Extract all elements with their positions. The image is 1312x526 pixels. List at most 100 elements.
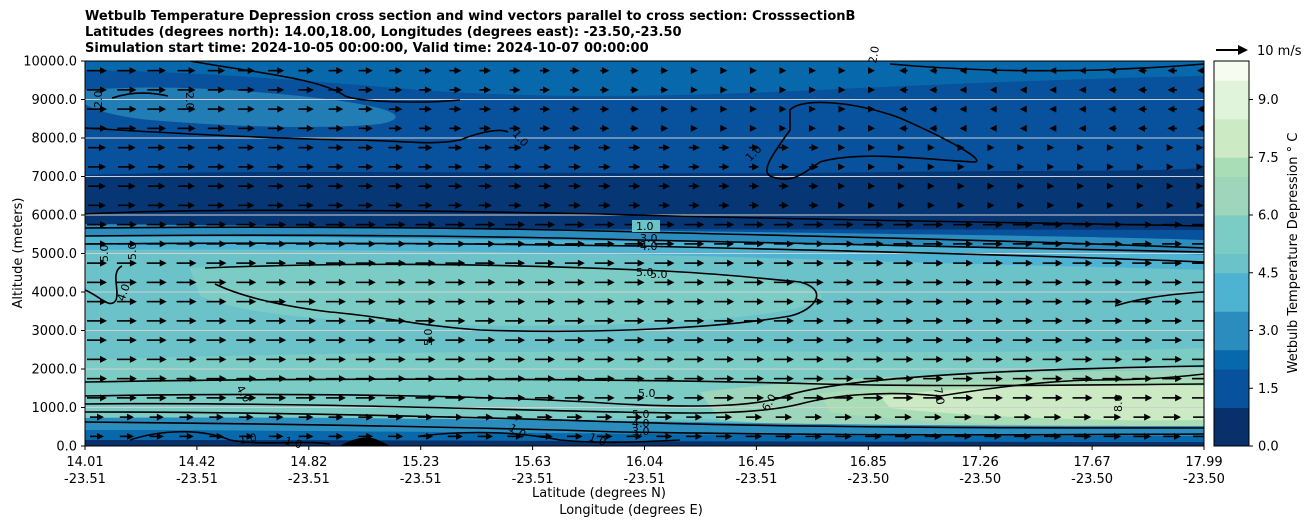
wind-vector-head — [577, 394, 585, 402]
contour-label: 3.0 — [640, 232, 658, 245]
wind-vector-head — [720, 105, 728, 113]
wind-vector-head — [1196, 182, 1204, 190]
wind-vector-head — [964, 413, 972, 421]
wind-vector-head — [514, 163, 522, 171]
wind-vector-head — [995, 375, 1003, 383]
wind-vector-head — [987, 163, 995, 171]
wind-vector-head — [690, 67, 698, 75]
wind-vector-head — [697, 298, 705, 306]
colorbar-segment — [1214, 369, 1249, 389]
wind-vector-head — [838, 201, 846, 209]
gridlines — [85, 99, 1204, 408]
wind-vector-head — [365, 86, 373, 94]
wind-vector-head — [1024, 413, 1032, 421]
wind-vector-head — [838, 67, 846, 75]
x-tick-label-lat: 14.42 — [178, 455, 215, 470]
wind-vector-head — [547, 240, 555, 248]
colorbar-tick-label: 0.0 — [1258, 440, 1279, 455]
wind-vector-head — [966, 240, 974, 248]
wind-vector-head — [246, 413, 254, 421]
wind-vector-head — [904, 432, 912, 440]
x-tick-label-lon: -23.51 — [64, 472, 106, 487]
wind-vector-head — [247, 163, 255, 171]
wind-vector-head — [279, 278, 287, 286]
wind-vector-head — [786, 336, 794, 344]
wind-vector-head — [1055, 394, 1063, 402]
wind-vector-head — [368, 336, 376, 344]
wind-vector-head — [247, 105, 255, 113]
wind-vector-head — [816, 317, 824, 325]
wind-vector-head — [906, 278, 914, 286]
wind-vector-head — [1025, 375, 1033, 383]
terrain — [340, 437, 390, 446]
wind-vector-head — [936, 278, 944, 286]
wind-vector-head — [129, 355, 137, 363]
wind-vector-head — [279, 394, 287, 402]
x-tick-label-lat: 15.23 — [402, 455, 439, 470]
y-tick-label: 3000.0 — [32, 324, 78, 339]
x-axis-label-lat: Latitude (degrees N) — [532, 486, 666, 501]
wind-vector-head — [518, 336, 526, 344]
wind-vector-head — [637, 298, 645, 306]
wind-vector-head — [338, 240, 346, 248]
wind-vector-head — [1166, 163, 1174, 171]
wind-vector-head — [574, 182, 582, 190]
x-tick-label-lat: 16.45 — [738, 455, 775, 470]
wind-vector-head — [100, 375, 107, 383]
wind-vector-head — [816, 298, 824, 306]
x-tick-label-lon: -23.51 — [288, 472, 330, 487]
wind-vector-head — [906, 336, 914, 344]
wind-vector-head — [277, 144, 285, 152]
wind-vector-head — [484, 124, 492, 132]
wind-vector-head — [1175, 394, 1183, 402]
colorbar-segment — [1214, 195, 1249, 216]
wind-vector-head — [1167, 124, 1175, 132]
wind-vector-head — [368, 278, 376, 286]
wind-vector-head — [637, 355, 645, 363]
y-axis: 0.0 1000.0 2000.0 3000.0 4000.0 5000.0 6000.0 7… — [23, 55, 85, 455]
wind-vector-head — [574, 201, 582, 209]
wind-vector-head — [635, 413, 643, 421]
wind-vector-head — [781, 144, 789, 152]
wind-vector-head — [1115, 355, 1123, 363]
wind-vector-head — [514, 144, 522, 152]
wind-vector-head — [398, 336, 406, 344]
wind-vector-head — [338, 259, 346, 267]
wind-vector-head — [633, 182, 641, 190]
wind-vector-head — [637, 317, 645, 325]
wind-vector-head — [1136, 182, 1144, 190]
wind-vector-head — [987, 144, 995, 152]
wind-vector-head — [1055, 375, 1063, 383]
wind-vector-head — [484, 105, 492, 113]
wind-vector-head — [752, 201, 760, 209]
chart-title-line-2: Latitudes (degrees north): 14.00,18.00, … — [85, 25, 682, 40]
wind-vector-head — [366, 432, 374, 440]
wind-vector-head — [309, 240, 317, 248]
wind-vector-head — [547, 336, 555, 344]
wind-vector-head — [899, 67, 907, 75]
wind-vector-head — [1025, 221, 1033, 229]
wind-vector-head — [247, 182, 255, 190]
wind-vector-head — [219, 394, 227, 402]
wind-vector-head — [1077, 201, 1085, 209]
wind-vector-head — [1017, 144, 1025, 152]
wind-vector-head — [785, 413, 793, 421]
wind-vector-head — [779, 124, 787, 132]
wind-vector-head — [1025, 317, 1033, 325]
wind-vector-head — [966, 317, 974, 325]
wind-vector-head — [368, 221, 376, 229]
wind-vector-head — [100, 278, 107, 286]
wind-vector-head — [488, 394, 496, 402]
wind-vector-head — [279, 259, 287, 267]
wind-vector-head — [1115, 221, 1123, 229]
wind-vector-head — [247, 67, 255, 75]
y-tick-label: 10000.0 — [23, 55, 77, 70]
wind-vector-head — [1136, 144, 1144, 152]
wind-vector-head — [249, 336, 257, 344]
wind-vector-head — [808, 124, 816, 132]
wind-vector-head — [1196, 124, 1204, 132]
wind-vector-head — [631, 67, 639, 75]
wind-vector-head — [279, 317, 287, 325]
wind-vector-head — [987, 182, 995, 190]
colorbar-segment — [1214, 292, 1249, 312]
